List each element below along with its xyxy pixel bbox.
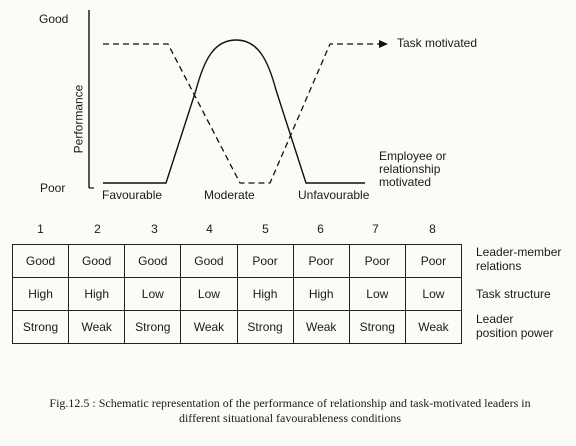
table-cell: High	[236, 277, 294, 311]
column-number: 8	[429, 222, 436, 236]
table-row: High High Low Low High High Low Low	[11, 277, 463, 311]
y-axis-label: Performance	[71, 84, 86, 154]
row-label-line: position power	[476, 326, 554, 340]
situation-table: Good Good Good Good Poor Poor Poor Poor …	[11, 244, 463, 344]
row-label-line: Leader-member	[476, 245, 562, 259]
row-label-line: Task structure	[476, 287, 551, 301]
table-cell: Low	[404, 277, 463, 311]
table-cell: Low	[124, 277, 182, 311]
x-label-moderate: Moderate	[204, 188, 255, 202]
task-motivated-curve	[103, 43, 380, 184]
column-number: 6	[317, 222, 324, 236]
table-cell: Weak	[292, 310, 350, 344]
arrow-head-icon	[379, 40, 388, 48]
relationship-motivated-label: Employee or relationship motivated	[379, 150, 446, 189]
relationship-motivated-curve	[103, 39, 365, 184]
table-cell: Poor	[348, 244, 406, 278]
caption-line1: Fig.12.5 : Schematic representation of t…	[49, 396, 531, 410]
table-cell: Good	[11, 244, 70, 278]
table-cell: Poor	[292, 244, 350, 278]
table-cell: Good	[124, 244, 182, 278]
y-top-label: Good	[39, 12, 69, 26]
table-cell: Low	[180, 277, 238, 311]
row-label-line: Leader	[476, 312, 514, 326]
row-label-position-power: Leader position power	[476, 312, 553, 340]
relationship-label-line3: motivated	[379, 175, 432, 189]
y-bottom-label: Poor	[40, 181, 66, 195]
x-label-unfavourable: Unfavourable	[298, 188, 370, 202]
table-cell: Strong	[348, 310, 406, 344]
table-cell: Strong	[11, 310, 70, 344]
table-cell: Good	[180, 244, 238, 278]
table-row: Good Good Good Good Poor Poor Poor Poor	[11, 244, 463, 278]
column-number: 1	[37, 222, 44, 236]
task-motivated-label: Task motivated	[397, 36, 478, 50]
relationship-label-line2: relationship	[379, 162, 441, 176]
column-number: 4	[206, 222, 213, 236]
column-number: 2	[94, 222, 101, 236]
caption-line2: different situational favourableness con…	[178, 411, 402, 425]
table-cell: Weak	[68, 310, 126, 344]
column-number: 5	[262, 222, 269, 236]
column-number: 3	[151, 222, 158, 236]
table-row: Strong Weak Strong Weak Strong Weak Stro…	[11, 310, 463, 344]
figure-caption: Fig.12.5 : Schematic representation of t…	[30, 396, 550, 426]
table-cell: Poor	[236, 244, 294, 278]
table-cell: Poor	[404, 244, 463, 278]
row-label-leader-member: Leader-member relations	[476, 245, 561, 273]
table-cell: High	[11, 277, 70, 311]
table-cell: Good	[68, 244, 126, 278]
relationship-label-line1: Employee or	[379, 149, 447, 163]
row-label-task-structure: Task structure	[476, 287, 551, 301]
table-cell: Weak	[404, 310, 463, 344]
table-cell: High	[68, 277, 126, 311]
table-cell: High	[292, 277, 350, 311]
column-number: 7	[372, 222, 379, 236]
table-cell: Strong	[236, 310, 294, 344]
table-cell: Low	[348, 277, 406, 311]
x-label-favourable: Favourable	[102, 188, 163, 202]
table-cell: Weak	[180, 310, 238, 344]
row-label-line: relations	[476, 259, 522, 273]
table-cell: Strong	[124, 310, 182, 344]
